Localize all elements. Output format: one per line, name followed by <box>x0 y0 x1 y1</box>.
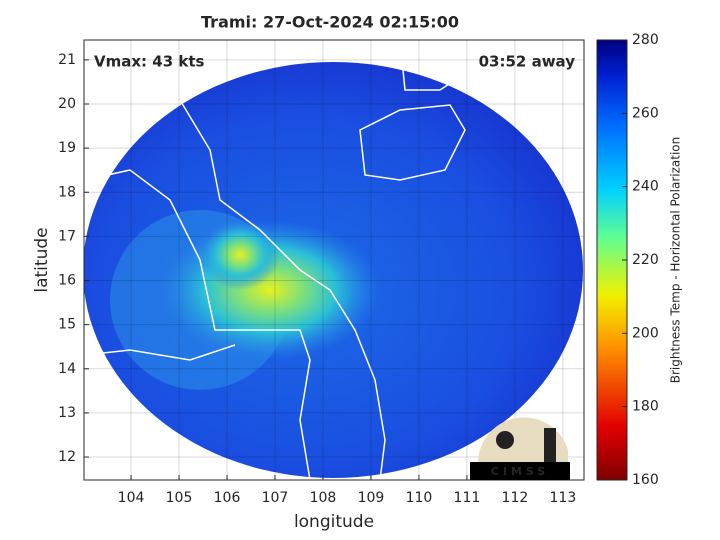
y-tick-label: 15 <box>58 317 76 333</box>
time-annotation: 03:52 away <box>479 53 576 71</box>
y-tick-label: 16 <box>58 273 76 289</box>
x-tick-label: 110 <box>406 490 433 506</box>
x-tick-label: 113 <box>550 490 577 506</box>
satellite-swath <box>84 40 583 480</box>
colorbar-tick-label: 280 <box>632 32 659 48</box>
colorbar-tick-label: 220 <box>632 252 659 268</box>
colorbar-tick-label: 160 <box>632 472 659 488</box>
border-south <box>84 344 236 361</box>
x-tick-label: 107 <box>262 490 289 506</box>
y-tick-label: 17 <box>58 228 76 244</box>
colorbar-tick-label: 260 <box>632 105 659 121</box>
y-label: latitude <box>32 227 52 292</box>
x-tick-label: 104 <box>118 490 145 506</box>
x-tick-label: 105 <box>166 490 193 506</box>
x-tick-label: 109 <box>358 490 385 506</box>
x-label: longitude <box>294 512 374 532</box>
y-tick-label: 19 <box>58 140 76 156</box>
x-tick-label: 112 <box>502 490 529 506</box>
coastline <box>129 99 386 480</box>
colorbar-tick-label: 200 <box>632 325 659 341</box>
y-tick-label: 18 <box>58 184 76 200</box>
logo-text: CIMSS <box>491 465 549 478</box>
x-tick-label: 111 <box>454 490 481 506</box>
x-tick-label: 106 <box>214 490 241 506</box>
vmax-annotation: Vmax: 43 kts <box>94 53 204 71</box>
border <box>84 169 311 480</box>
coastline-north <box>399 40 501 91</box>
colorbar-label: Brightness Temp - Horizontal Polarizatio… <box>669 137 683 384</box>
colorbar-tick-label: 180 <box>632 399 659 415</box>
y-tick-label: 13 <box>58 405 76 421</box>
y-tick-label: 14 <box>58 361 76 377</box>
plot-frame <box>83 39 585 481</box>
colorbar-ticks: 160 180 200 220 240 260 280 <box>622 32 659 488</box>
y-tick-label: 20 <box>58 96 76 112</box>
x-tick-label: 108 <box>310 490 337 506</box>
logo: CIMSS <box>470 417 570 480</box>
grid: 104 105 106 107 108 109 110 111 112 113 12 13 14 15 16… <box>58 40 584 506</box>
title: Trami: 27-Oct-2024 02:15:00 <box>201 13 459 32</box>
y-tick-label: 12 <box>58 449 76 465</box>
colorbar-tick-label: 240 <box>632 179 659 195</box>
hainan-coast <box>359 104 466 181</box>
storm-band <box>200 220 280 290</box>
y-tick-label: 21 <box>58 52 76 68</box>
